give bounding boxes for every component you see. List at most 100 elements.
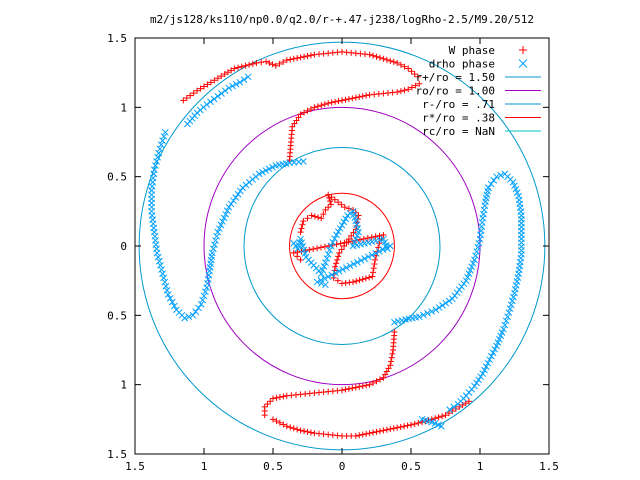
drho-phase-point-212-d2 [466,266,474,274]
drho-phase-point-170 [493,342,500,350]
drho-phase-point-262-d2 [319,266,327,274]
w-phase-point-281 [357,236,363,243]
drho-phase-point-78-d2 [230,197,237,205]
w-phase-point-85 [325,100,332,107]
drho-phase-point-118 [244,73,252,81]
drho-phase-point-306-d2 [368,251,376,259]
w-phase-point-106 [405,86,412,93]
drho-phase-point-202-d2 [477,227,485,235]
drho-phase-point-226-d2 [432,306,440,314]
drho-phase-point-222-d2 [445,297,453,305]
drho-phase-point-261 [317,270,325,278]
drho-phase-point-108 [207,98,214,106]
drho-phase-point-180-d2 [475,376,482,384]
w-phase-point-79 [304,107,311,114]
drho-phase-point-274 [338,221,346,229]
w-phase-point-15 [231,65,238,72]
drho-phase-point-87 [255,170,263,178]
w-phase-point-78 [301,109,308,116]
w-phase-point-93 [352,94,359,101]
drho-phase-point-112-d2 [221,87,229,95]
drho-phase-point-190 [446,406,453,413]
drho-phase-point-53-d2 [200,292,208,300]
drho-phase-point-271 [333,231,340,239]
drho-phase-point-70-d2 [216,225,223,232]
drho-phase-point-198-d2 [480,210,487,218]
w-phase-point-220 [318,215,325,222]
drho-phase-point-174-d2 [486,356,494,364]
drho-phase-point-250-d2 [297,235,304,243]
x-tick-label-6: 1.5 [539,460,559,473]
drho-phase-point-210-d2 [469,259,477,267]
w-phase-point-7 [204,81,211,88]
drho-phase-point-122-d2 [493,173,500,181]
w-phase-point-231 [338,201,345,208]
drho-phase-point-241-d2 [428,418,436,426]
drho-phase-point-211-d2 [468,263,476,271]
drho-phase-point-205 [475,239,483,247]
drho-phase-point-12-d2 [149,178,157,186]
w-phase-point-167 [304,428,311,435]
w-phase-point-152 [267,398,274,405]
w-phase-point-180 [359,431,366,438]
w-phase-point-57 [394,59,401,66]
drho-phase-point-6 [154,153,161,161]
drho-phase-point-71 [217,221,225,229]
w-phase-point-278 [368,234,375,241]
drho-phase-point-111-d2 [218,90,225,97]
drho-phase-point-223-d2 [442,299,450,307]
drho-phase-point-301 [386,242,394,250]
drho-phase-point-267 [326,246,333,254]
w-phase-point-150 [273,394,280,401]
w-phase-point-183 [370,429,377,436]
drho-phase-point-165-d2 [500,325,507,333]
drho-phase-point-13-d2 [148,183,156,190]
x-tick-label-1: 1 [201,460,208,473]
w-phase-point-241 [350,229,357,236]
drho-phase-point-200-d2 [478,219,486,226]
drho-phase-point-279-d2 [349,207,357,215]
drho-phase-point-49 [192,308,200,315]
drho-phase-point-251-d2 [298,239,306,247]
w-phase-point-275 [380,231,387,238]
drho-phase-point-207-d2 [473,248,481,255]
w-phase-point-88 [335,98,342,105]
drho-phase-point-67 [212,237,219,244]
drho-phase-point-244 [438,422,445,430]
drho-phase-point-317 [328,271,336,279]
w-phase-point-129 [359,383,366,390]
w-phase-point-3 [190,90,197,97]
drho-phase-point-261-d2 [317,270,325,278]
w-phase-point-63 [414,73,421,80]
w-phase-point-300 [297,256,304,263]
drho-phase-point-8 [152,162,159,169]
drho-phase-point-281-d2 [351,214,359,222]
w-phase-point-34 [301,53,308,60]
w-phase-point-52 [376,54,383,61]
drho-phase-point-74-d2 [222,210,230,218]
drho-phase-point-264 [322,259,329,266]
drho-phase-point-99 [300,158,307,165]
drho-phase-point-240-d2 [425,417,432,425]
w-phase-point-109 [416,80,423,87]
drho-phase-point-32-d2 [157,262,164,269]
w-phase-point-291 [318,244,324,251]
drho-phase-point-171 [491,345,499,353]
w-phase-point-125 [373,378,380,385]
w-phase-point-122 [382,371,389,378]
drho-phase-point-307-d2 [365,253,372,261]
drho-phase-point-213-d2 [465,270,473,278]
w-phase-point-280 [360,235,367,242]
drho-phase-point-116-d2 [236,79,244,86]
w-phase-point-160 [280,421,287,428]
w-phase-point-23 [263,58,270,65]
drho-phase-point-274-d2 [338,221,346,229]
legend-label-1: drho phase [429,58,495,71]
drho-phase-point-114 [229,82,236,90]
w-phase-point-50 [370,52,377,59]
drho-phase-point-269 [329,238,337,246]
drho-phase-point-270 [331,235,338,242]
drho-phase-point-165 [500,325,507,333]
